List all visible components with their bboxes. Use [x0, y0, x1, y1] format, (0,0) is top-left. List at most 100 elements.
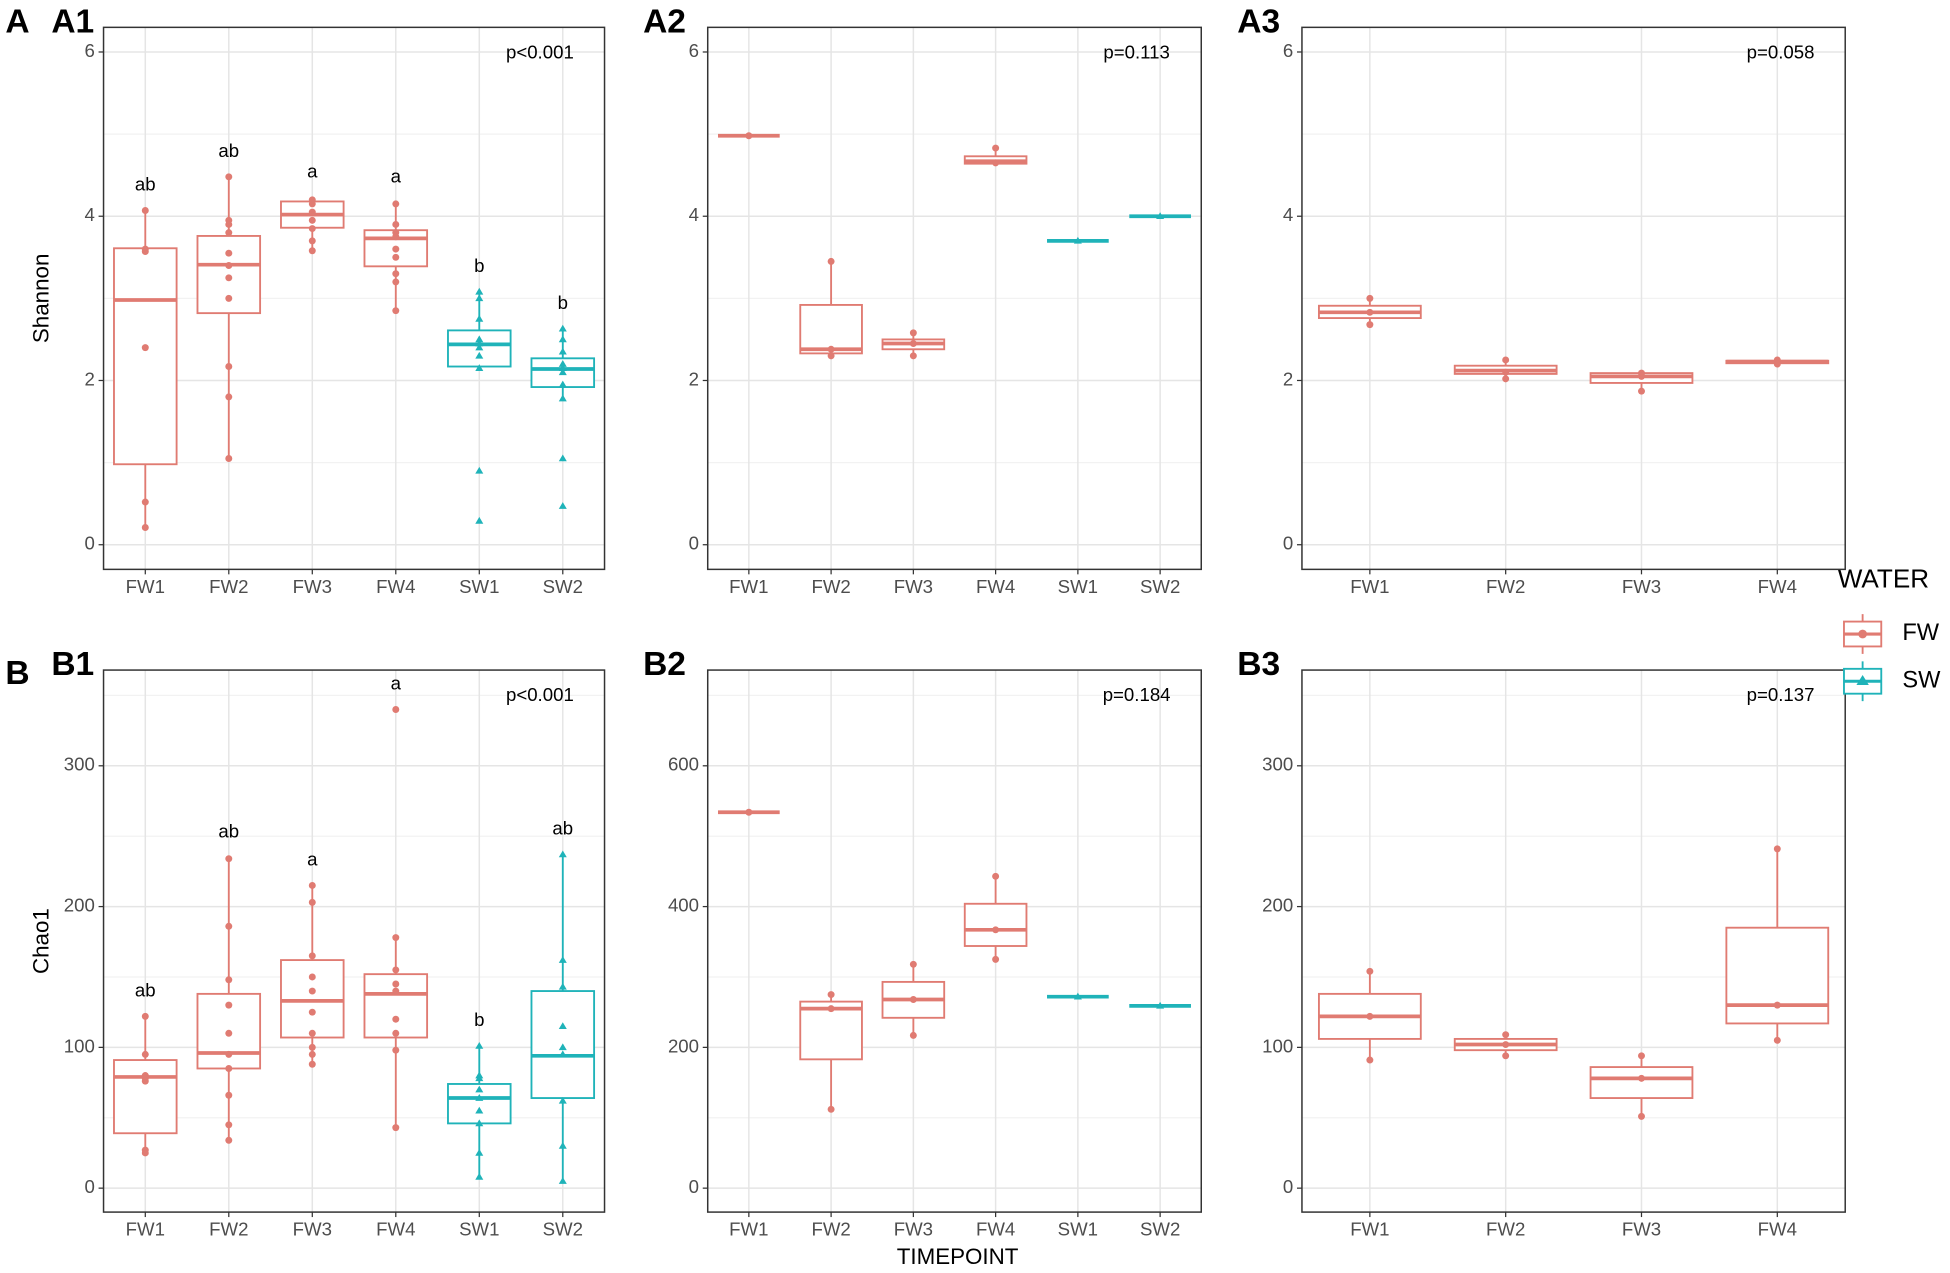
x-tick-label: FW2 [811, 576, 850, 597]
point [225, 294, 233, 302]
box [963, 902, 1028, 947]
box [799, 303, 863, 355]
x-tick-label: FW4 [976, 576, 1015, 597]
point [392, 1015, 400, 1023]
point [225, 922, 233, 930]
point [392, 200, 400, 208]
box [113, 247, 178, 466]
point [558, 454, 567, 462]
panel-label: A1 [51, 3, 94, 40]
legend-label: SW [1902, 667, 1941, 693]
point [558, 335, 567, 343]
y-tick-label: 0 [1283, 1176, 1293, 1197]
y-tick-label: 600 [668, 754, 699, 775]
point [225, 1001, 233, 1009]
point [392, 1124, 400, 1132]
point [141, 1050, 149, 1058]
significance-letter: ab [218, 820, 239, 841]
x-tick-label: SW2 [1140, 1219, 1180, 1240]
y-tick-label: 6 [1283, 40, 1293, 61]
point [558, 850, 567, 858]
x-tick-label: FW3 [894, 1219, 933, 1240]
annotation: p<0.001 [506, 41, 574, 62]
x-tick-label: FW1 [126, 576, 165, 597]
point [392, 253, 400, 261]
point [308, 208, 316, 216]
point [1366, 1012, 1374, 1020]
y-tick-label: 4 [689, 204, 699, 225]
point [475, 343, 484, 351]
point [392, 245, 400, 253]
point [992, 144, 1000, 152]
x-tick-label: FW2 [811, 1219, 850, 1240]
point [992, 926, 1000, 934]
point [745, 132, 753, 140]
panel-label: A3 [1237, 3, 1280, 40]
point [1638, 372, 1645, 380]
y-tick-label: 200 [1262, 895, 1293, 916]
y-tick-label: 100 [1262, 1035, 1293, 1056]
row-label: A [5, 3, 29, 40]
point [827, 991, 835, 999]
point [558, 368, 567, 376]
point [225, 1091, 233, 1099]
significance-letter: a [307, 160, 318, 181]
point [308, 898, 316, 906]
point [475, 1172, 484, 1180]
point [827, 1005, 835, 1013]
point [308, 225, 316, 233]
point [225, 1065, 233, 1072]
annotation: p<0.001 [506, 684, 574, 705]
panel-border [1301, 26, 1846, 571]
significance-letter: ab [135, 174, 156, 195]
point [308, 1050, 316, 1058]
x-tick-label: SW1 [459, 1219, 499, 1240]
x-axis-title: TIMEPOINT [897, 1244, 1019, 1269]
annotation: p=0.184 [1103, 684, 1171, 705]
point [827, 1105, 835, 1113]
point [558, 347, 567, 355]
legend-title: WATER [1838, 563, 1929, 593]
y-tick-label: 2 [84, 368, 94, 389]
annotation: p=0.058 [1747, 41, 1815, 62]
panel-label: B1 [51, 646, 94, 683]
point [1366, 294, 1374, 302]
point [558, 982, 567, 990]
annotation: p=0.137 [1747, 684, 1815, 705]
point [475, 335, 484, 343]
x-tick-label: FW4 [376, 1219, 415, 1240]
point [475, 351, 484, 359]
x-tick-label: FW4 [376, 576, 415, 597]
point [308, 1029, 316, 1037]
point [1502, 356, 1510, 364]
point [558, 1177, 567, 1184]
y-tick-label: 100 [64, 1035, 95, 1056]
x-tick-label: FW1 [729, 576, 768, 597]
significance-letter: ab [552, 818, 573, 839]
point [225, 1029, 233, 1037]
panel-label: B2 [643, 646, 686, 683]
point [308, 247, 316, 255]
x-tick-label: FW2 [209, 576, 248, 597]
point [225, 455, 233, 462]
point [392, 233, 400, 241]
point [475, 1041, 484, 1049]
point [308, 987, 316, 995]
y-tick-label: 6 [84, 40, 94, 61]
significance-letter: a [307, 849, 318, 870]
point [392, 934, 400, 942]
point [392, 1046, 400, 1054]
point [475, 294, 484, 302]
y-tick-label: 0 [84, 1176, 94, 1197]
significance-letter: a [391, 165, 402, 186]
point [558, 380, 567, 388]
point [392, 706, 400, 713]
point [558, 1096, 567, 1104]
x-tick-label: SW1 [1058, 1219, 1098, 1240]
point [475, 466, 484, 474]
point [225, 229, 233, 237]
y-tick-label: 300 [1262, 754, 1293, 775]
point [1773, 360, 1781, 368]
point [475, 1074, 484, 1082]
point [308, 200, 316, 208]
